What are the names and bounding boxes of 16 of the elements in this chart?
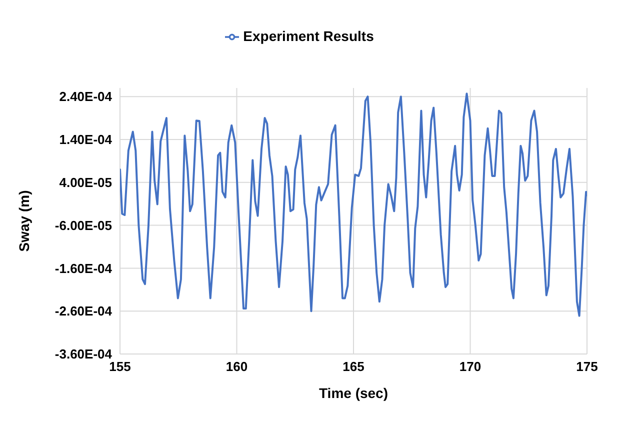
y-tick-label: -1.60E-04 (54, 260, 113, 276)
y-tick-label: 4.00E-05 (59, 175, 112, 190)
y-axis-title: Sway (m) (16, 190, 32, 252)
x-tick-label: 165 (342, 359, 364, 374)
line-series (120, 92, 587, 317)
x-tick-label: 155 (109, 359, 131, 374)
y-tick-label: -3.60E-04 (54, 346, 113, 362)
x-tick-label: 170 (459, 359, 482, 374)
y-tick-label: 2.40E-04 (59, 89, 113, 104)
x-tick-label: 175 (576, 359, 598, 374)
y-tick-label: 1.40E-04 (59, 132, 113, 148)
y-tick-label: -2.60E-04 (54, 304, 113, 319)
legend-label: Experiment Results (243, 28, 374, 44)
x-tick-label: 160 (226, 359, 248, 374)
x-axis-title: Time (sec) (319, 385, 388, 401)
y-tick-label: -6.00E-05 (54, 218, 112, 233)
